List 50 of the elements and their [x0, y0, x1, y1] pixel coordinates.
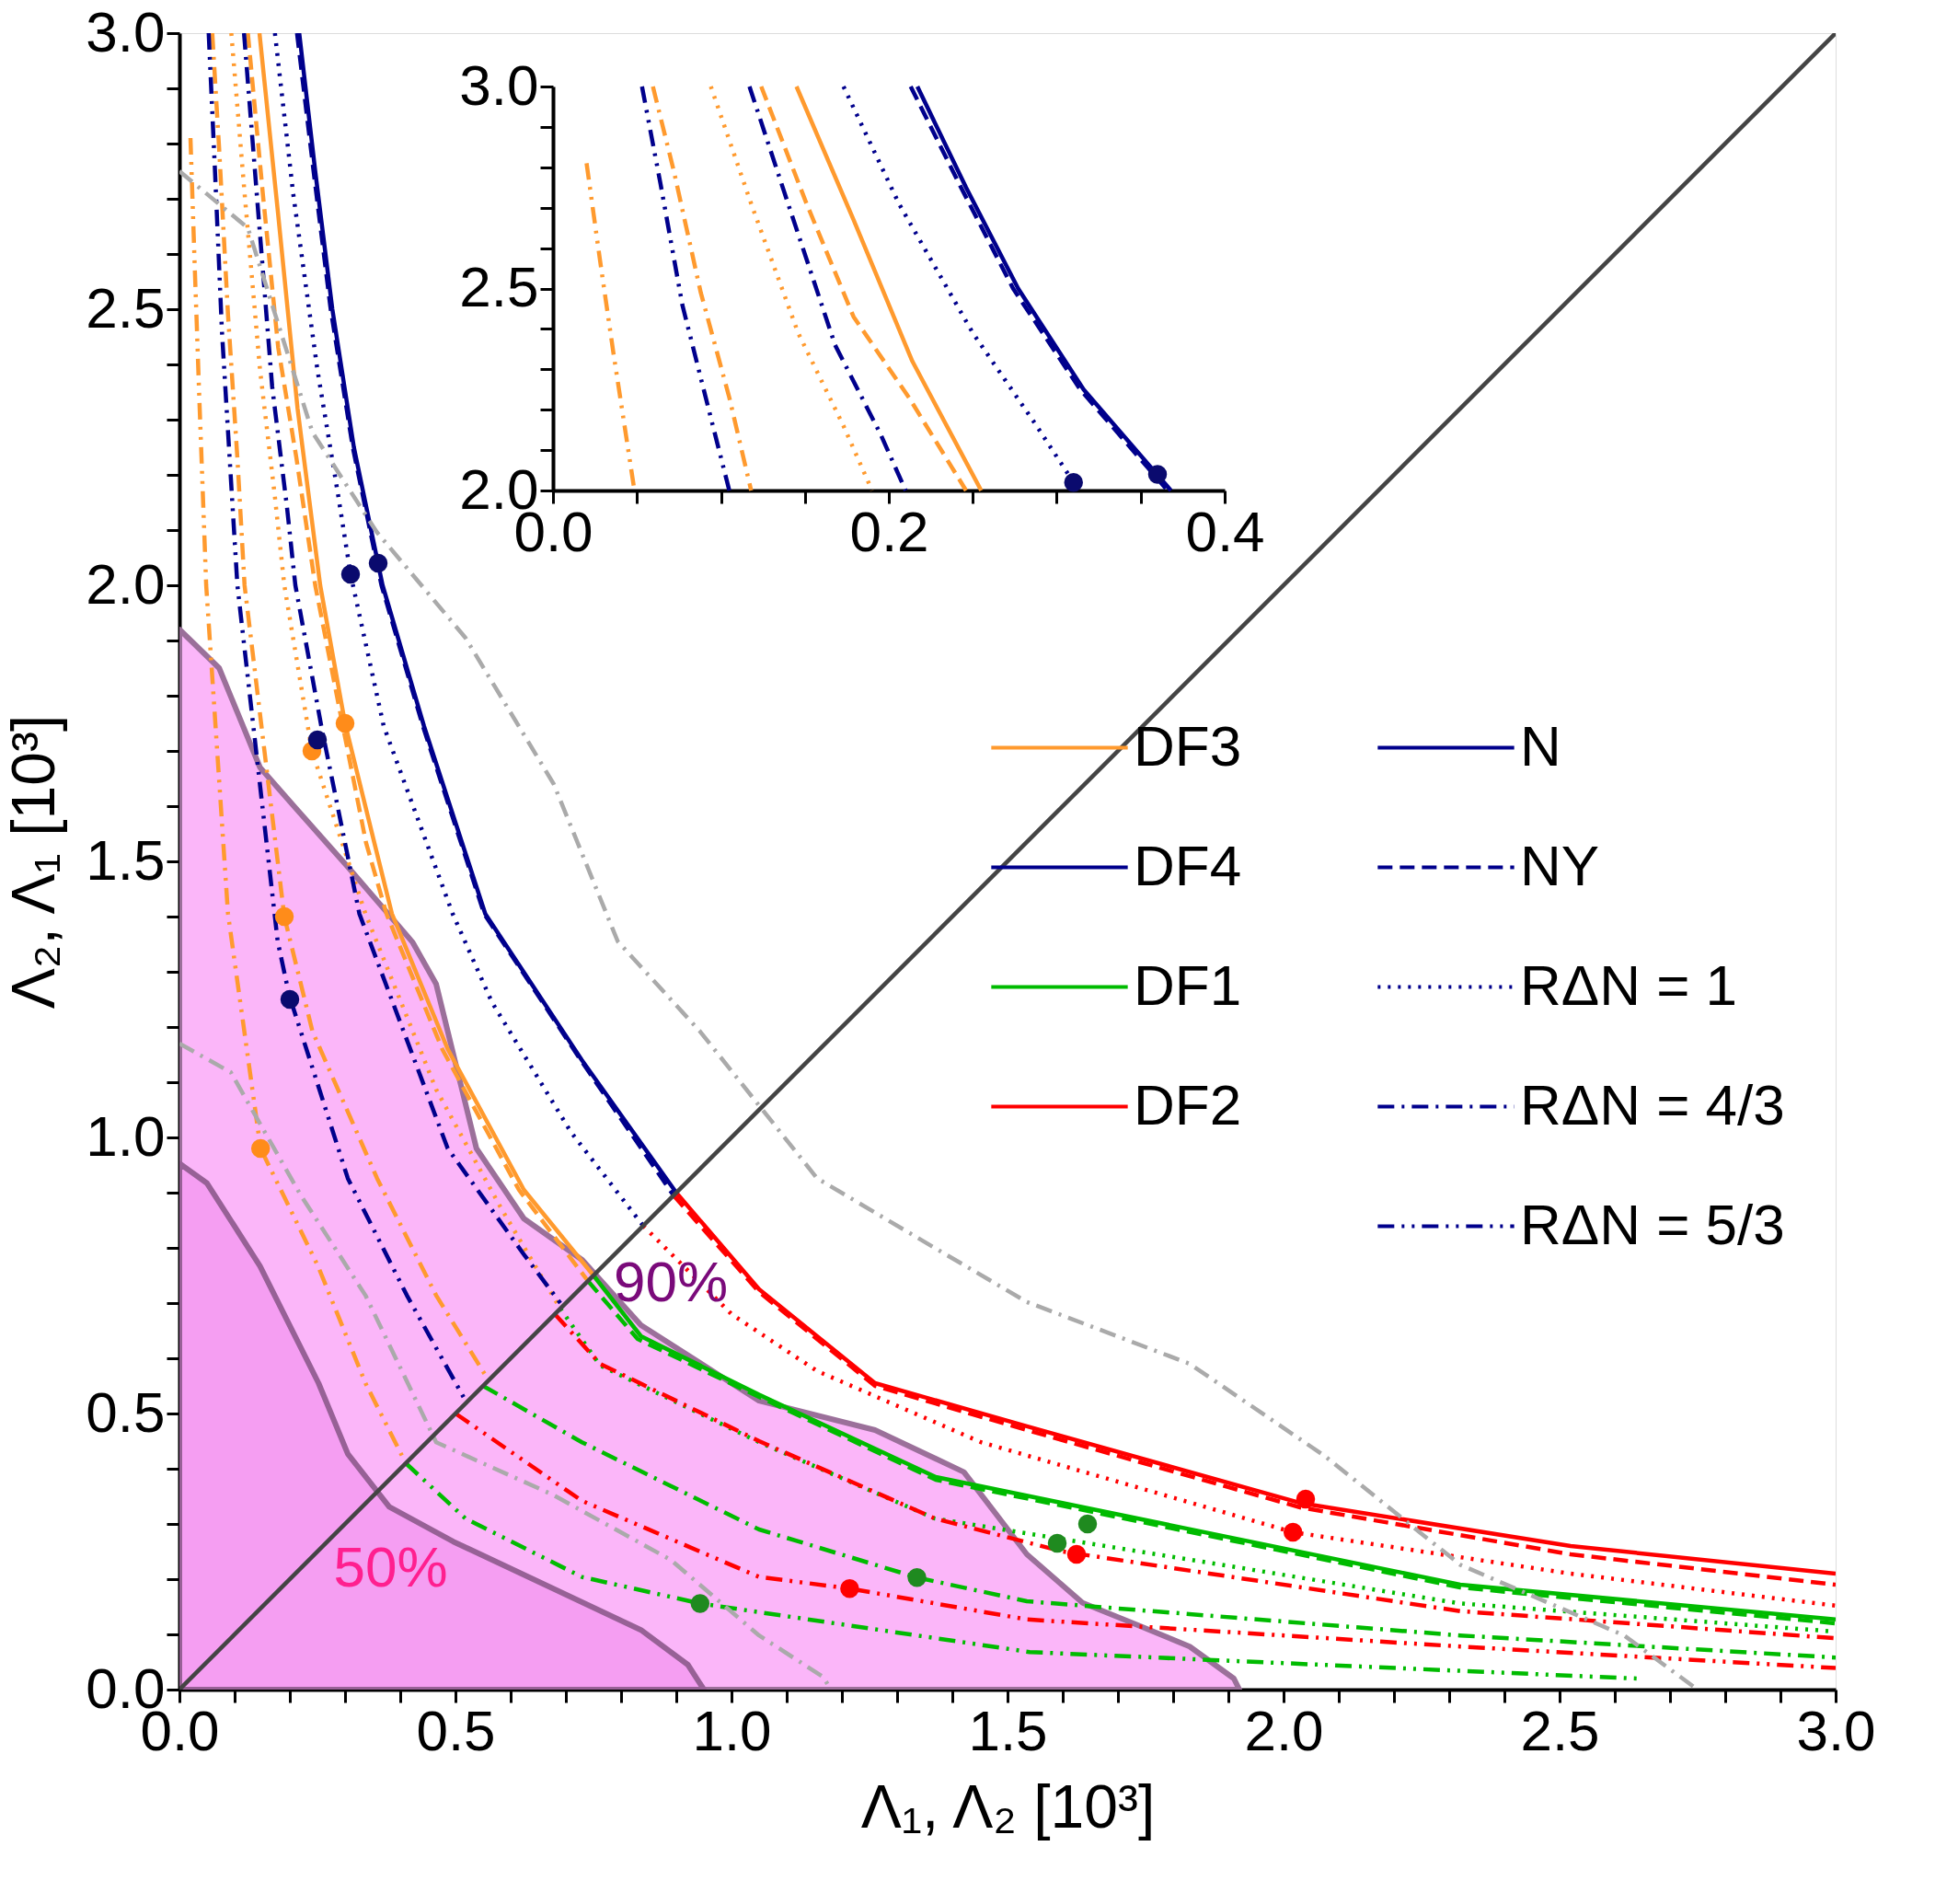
y-tick-label: 2.5: [459, 255, 539, 318]
point: [274, 906, 294, 927]
point: [1296, 1489, 1316, 1509]
point: [1047, 1533, 1067, 1553]
x-tick-label: 2.5: [1520, 1698, 1600, 1762]
annotation: NY: [1520, 833, 1600, 897]
point: [1066, 1544, 1087, 1564]
line-series: [747, 84, 908, 493]
x-tick-label: 1.0: [692, 1698, 772, 1762]
point: [907, 1567, 927, 1587]
annotation: RΔN = 5/3: [1520, 1192, 1785, 1256]
point: [280, 989, 300, 1010]
line-series: [639, 84, 731, 493]
y-tick-label: 3.0: [459, 52, 539, 117]
line-series: [794, 84, 984, 493]
legend-label: DF4: [1134, 833, 1242, 897]
legend-label: DF3: [1134, 713, 1242, 778]
line-series: [759, 84, 969, 493]
point: [1283, 1522, 1303, 1542]
annotation: 90%: [614, 1250, 729, 1314]
y-tick-label: 1.5: [86, 827, 166, 892]
y-tick-label: 2.5: [86, 275, 166, 340]
point: [1077, 1514, 1098, 1534]
annotation: RΔN = 4/3: [1520, 1072, 1785, 1137]
point: [335, 713, 355, 733]
x-axis-title: Λ₁, Λ₂ [10³]: [860, 1771, 1156, 1841]
x-tick-label: 0.4: [1185, 499, 1265, 563]
legend-label: DF1: [1134, 952, 1242, 1017]
annotation: N: [1520, 713, 1561, 778]
y-tick-label: 3.0: [86, 0, 166, 63]
y-tick-label: 1.0: [86, 1103, 166, 1168]
point: [690, 1594, 710, 1613]
annotation: 50%: [333, 1535, 448, 1599]
point: [307, 730, 328, 750]
point: [340, 564, 361, 584]
point: [250, 1138, 271, 1159]
x-tick-label: 1.5: [968, 1698, 1048, 1762]
annotation: RΔN = 1: [1520, 952, 1738, 1017]
line-series: [651, 84, 754, 493]
point: [368, 553, 388, 573]
legend-label: DF2: [1134, 1072, 1242, 1137]
x-tick-label: 0.5: [416, 1698, 496, 1762]
point: [840, 1578, 859, 1598]
y-tick-label: 0.5: [86, 1379, 166, 1444]
x-tick-label: 2.0: [1244, 1698, 1324, 1762]
y-tick-label: 2.0: [86, 551, 166, 616]
x-tick-label: 0.2: [849, 499, 929, 563]
y-axis-title: Λ₂, Λ₁ [10³]: [0, 714, 68, 1010]
x-tick-label: 3.0: [1796, 1698, 1876, 1762]
line-series: [708, 84, 874, 493]
